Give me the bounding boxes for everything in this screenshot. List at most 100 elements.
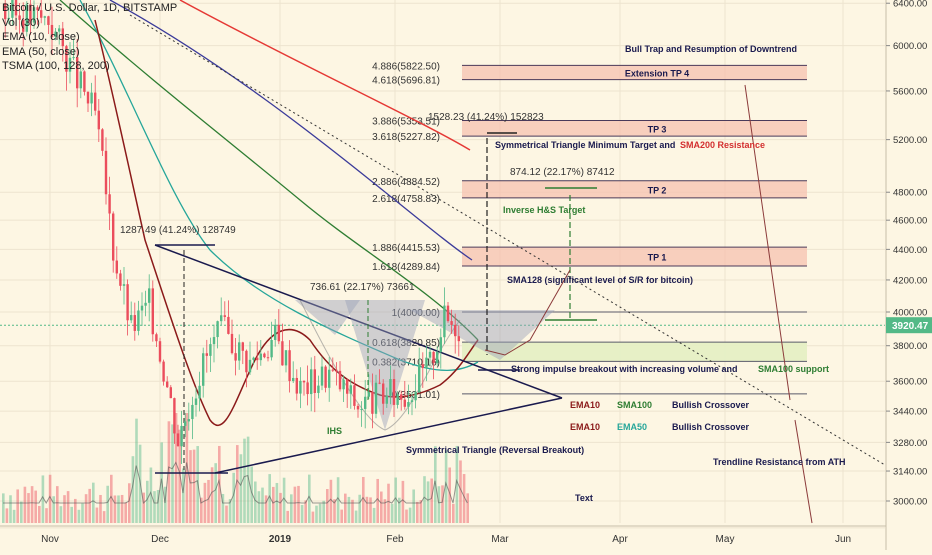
- fib-label: 2.618(4758.83): [372, 194, 440, 205]
- candle-body: [130, 315, 133, 321]
- x-tick-label: May: [716, 534, 735, 545]
- ath-trendline: [129, 14, 886, 466]
- volume-bar: [358, 494, 361, 523]
- candle-body: [446, 305, 450, 322]
- volume-bar: [102, 511, 106, 523]
- fib-label: 1.618(4289.84): [372, 262, 440, 273]
- candle-body: [277, 324, 280, 342]
- candle-body: [169, 387, 172, 399]
- y-tick-label: 3800.00: [893, 341, 927, 352]
- volume-bar: [405, 509, 408, 523]
- candle-body: [76, 57, 79, 89]
- volume-bar: [272, 486, 275, 523]
- candle-body: [202, 353, 205, 386]
- y-tick-label: 4600.00: [893, 216, 927, 227]
- volume-bar: [20, 501, 23, 523]
- volume-bar: [95, 507, 99, 523]
- candle-body: [360, 408, 363, 410]
- candle-body: [400, 394, 403, 400]
- volume-bar: [214, 463, 217, 523]
- target-zone: [462, 120, 807, 137]
- volume-bar: [437, 486, 441, 523]
- volume-bar: [203, 482, 207, 523]
- fib-label: 0.382(3710.16): [372, 357, 440, 368]
- volume-bar: [308, 474, 311, 523]
- y-tick-label: 3600.00: [893, 377, 927, 388]
- candle-body: [166, 381, 169, 388]
- candle-body: [364, 396, 367, 409]
- candle-body: [72, 57, 75, 59]
- volume-bar: [311, 511, 315, 523]
- candle-body: [173, 398, 176, 434]
- volume-bar: [66, 491, 70, 523]
- candle-body: [187, 419, 190, 422]
- volume-bar: [365, 496, 369, 523]
- annotation-bull-trap: Bull Trap and Resumption of Downtrend: [625, 44, 797, 54]
- y-tick-label: 3440.00: [893, 407, 927, 418]
- volume-bar: [387, 483, 390, 523]
- volume-bar: [77, 509, 81, 523]
- candle-body: [108, 194, 111, 214]
- target-zone: [462, 247, 807, 267]
- sma100-line: [59, 0, 479, 341]
- candle-body: [115, 260, 118, 274]
- candle-body: [338, 370, 342, 390]
- candle-body: [180, 425, 183, 447]
- last-price-badge: [886, 317, 932, 334]
- candle-body: [25, 4, 28, 32]
- volume-bar: [41, 475, 45, 523]
- candle-body: [367, 391, 370, 397]
- crossover2-ema10: EMA10: [570, 422, 600, 432]
- candle-body: [356, 405, 360, 410]
- volume-bar: [45, 508, 48, 523]
- candle-body: [349, 385, 352, 394]
- volume-bar: [304, 500, 307, 523]
- candle-body: [382, 383, 385, 404]
- candle-body: [68, 57, 72, 72]
- measurement-3: 1528.23 (41.24%) 152823: [428, 112, 544, 123]
- candle-body: [284, 350, 288, 366]
- candle-body: [90, 92, 93, 104]
- annotation-inverse-hs: Inverse H&S Target: [503, 205, 585, 215]
- annotation-trendline: Trendline Resistance from ATH: [713, 457, 846, 467]
- volume-bar: [34, 490, 37, 523]
- volume-bar: [250, 466, 253, 523]
- candle-body: [29, 4, 32, 23]
- candle-body: [241, 342, 244, 351]
- volume-bar: [88, 488, 91, 523]
- candle-body: [50, 24, 54, 37]
- candle-body: [198, 385, 201, 399]
- volume-bar: [466, 493, 469, 523]
- volume-bar: [225, 505, 228, 523]
- chart-legend: Bitcoin / U.S. Dollar, 1D, BITSTAMP Vol …: [2, 1, 177, 74]
- volume-bar: [326, 489, 329, 523]
- volume-ma-line: [3, 461, 468, 505]
- candle-body: [191, 404, 194, 420]
- volume-bar: [167, 421, 171, 523]
- candle-body: [176, 433, 180, 447]
- volume-bar: [347, 496, 351, 523]
- candle-body: [418, 364, 421, 393]
- volume-bar: [462, 474, 466, 523]
- candle-body: [155, 334, 158, 342]
- volume-bar: [372, 507, 376, 523]
- candle-body: [421, 364, 424, 369]
- volume-bar: [254, 481, 257, 523]
- volume-bar: [92, 482, 95, 523]
- y-tick-label: 6400.00: [893, 0, 927, 10]
- candle-body: [7, 17, 10, 20]
- volume-bar: [12, 509, 16, 523]
- volume-bar: [333, 499, 336, 523]
- volume-bar: [38, 505, 41, 523]
- zone-label: TP 1: [648, 253, 667, 263]
- candle-body: [148, 288, 151, 303]
- volume-bar: [408, 507, 412, 523]
- candle-body: [274, 324, 277, 340]
- volume-bar: [419, 500, 423, 523]
- candle-body: [256, 357, 259, 361]
- volume-bar: [221, 493, 225, 523]
- volume-bar: [110, 474, 113, 523]
- candle-body: [439, 337, 442, 352]
